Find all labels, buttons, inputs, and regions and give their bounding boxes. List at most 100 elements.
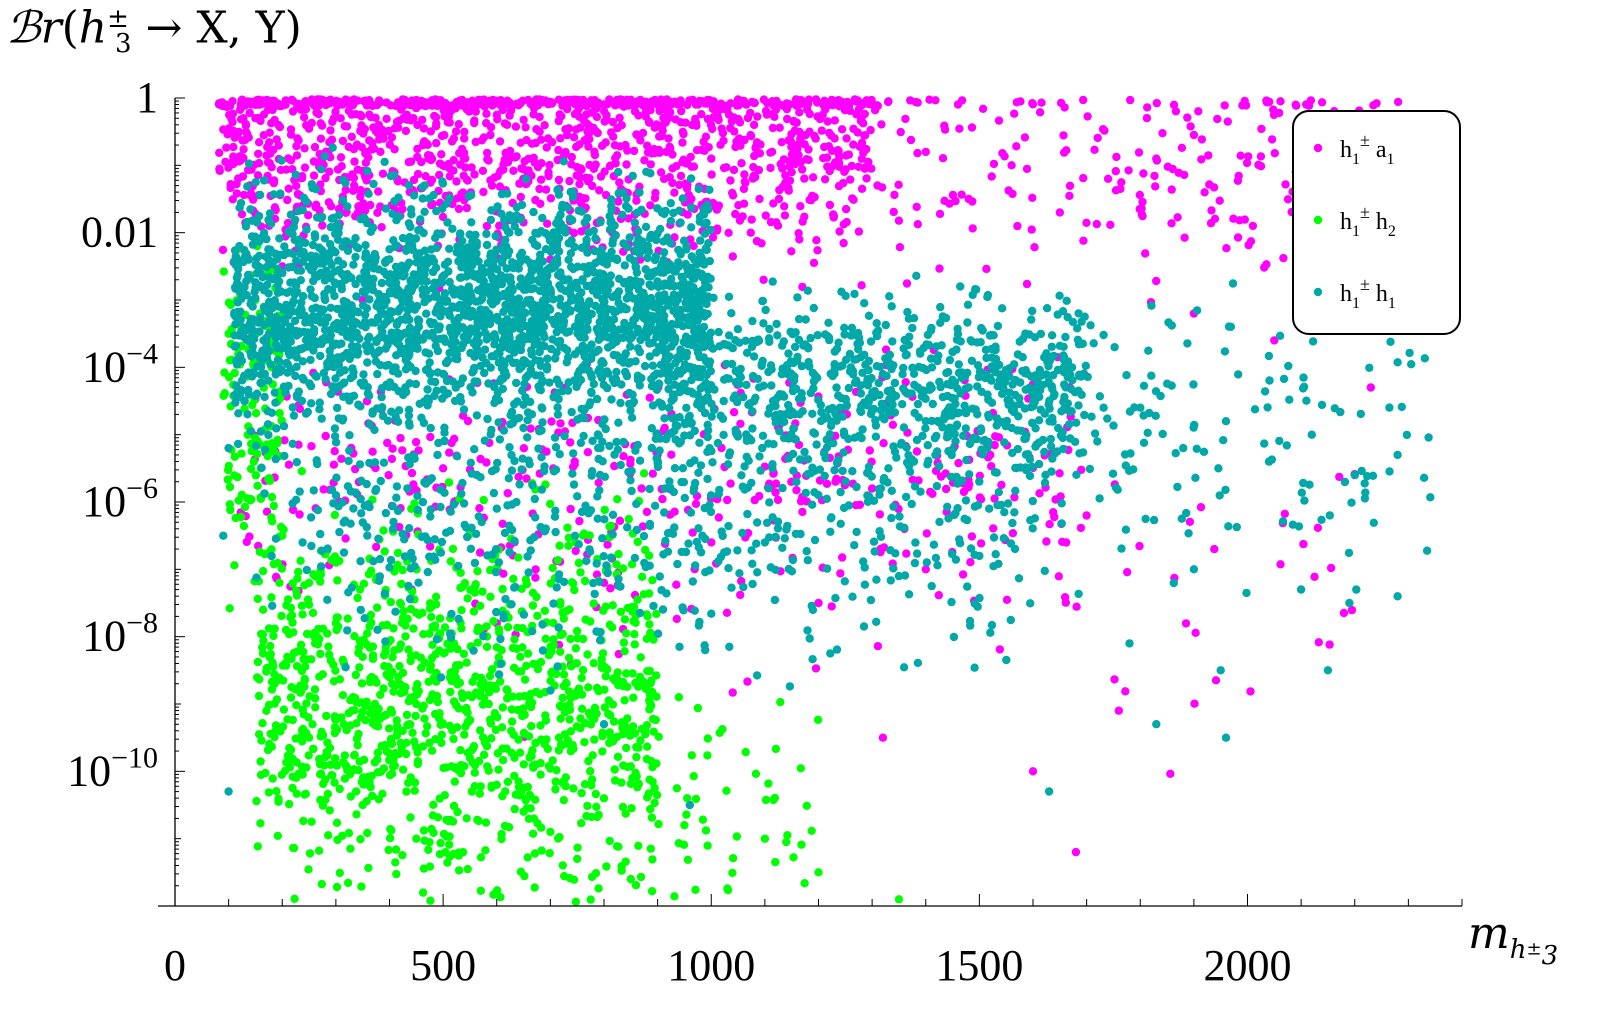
point-h1pm-h2 xyxy=(634,682,643,691)
point-h1pm-a1 xyxy=(584,142,593,151)
point-h1pm-h2 xyxy=(522,661,531,670)
point-h1pm-h2 xyxy=(330,723,340,732)
point-h1pm-h2 xyxy=(307,817,316,826)
point-h1pm-h2 xyxy=(366,610,376,620)
point-h1pm-h2 xyxy=(269,559,278,569)
point-h1pm-a1 xyxy=(1242,158,1252,168)
point-h1pm-h2 xyxy=(382,620,392,630)
point-h1pm-a1 xyxy=(572,171,581,180)
point-h1pm-h2 xyxy=(601,672,610,681)
point-h1pm-h1 xyxy=(618,188,628,197)
point-h1pm-a1 xyxy=(567,160,576,169)
point-h1pm-a1 xyxy=(451,104,460,113)
point-h1pm-h1 xyxy=(238,376,247,385)
point-h1pm-h2 xyxy=(248,400,257,410)
point-h1pm-h1 xyxy=(597,373,607,383)
point-h1pm-h1 xyxy=(676,218,685,227)
point-h1pm-h2 xyxy=(373,722,382,731)
point-h1pm-a1 xyxy=(531,573,540,582)
point-h1pm-h2 xyxy=(338,831,347,840)
point-h1pm-a1 xyxy=(1030,243,1039,252)
point-h1pm-h2 xyxy=(470,768,479,777)
point-h1pm-h2 xyxy=(493,749,502,758)
point-h1pm-h2 xyxy=(586,617,595,626)
point-h1pm-a1 xyxy=(368,447,377,456)
point-h1pm-h2 xyxy=(502,744,511,753)
point-h1pm-a1 xyxy=(695,96,704,106)
point-h1pm-h2 xyxy=(343,878,353,888)
point-h1pm-h2 xyxy=(433,697,442,707)
point-h1pm-a1 xyxy=(635,182,644,191)
point-h1pm-a1 xyxy=(967,532,977,541)
point-h1pm-h2 xyxy=(670,892,679,901)
point-h1pm-h1 xyxy=(425,194,434,203)
point-h1pm-h2 xyxy=(520,675,530,684)
point-h1pm-h2 xyxy=(296,640,306,649)
point-h1pm-h2 xyxy=(621,629,631,638)
point-h1pm-a1 xyxy=(514,472,523,481)
point-h1pm-h1 xyxy=(482,240,492,250)
point-h1pm-a1 xyxy=(274,120,283,130)
point-h1pm-a1 xyxy=(407,98,416,107)
point-h1pm-h2 xyxy=(338,691,348,700)
point-h1pm-h2 xyxy=(308,608,318,618)
point-h1pm-h2 xyxy=(267,677,277,687)
point-h1pm-a1 xyxy=(451,127,461,136)
point-h1pm-h2 xyxy=(310,633,319,642)
point-h1pm-a1 xyxy=(426,432,435,442)
point-h1pm-a1 xyxy=(569,133,579,142)
point-h1pm-a1 xyxy=(768,97,777,106)
point-h1pm-a1 xyxy=(805,109,814,119)
point-h1pm-h2 xyxy=(741,747,750,757)
point-h1pm-h2 xyxy=(402,710,412,720)
point-h1pm-h2 xyxy=(411,608,421,617)
point-h1pm-a1 xyxy=(295,404,305,413)
point-h1pm-h1 xyxy=(240,397,249,406)
point-h1pm-h2 xyxy=(672,784,682,793)
point-h1pm-h2 xyxy=(645,775,654,784)
point-h1pm-a1 xyxy=(288,505,298,515)
point-h1pm-a1 xyxy=(366,200,375,210)
point-h1pm-a1 xyxy=(1310,572,1319,581)
point-h1pm-h1 xyxy=(563,346,572,355)
point-h1pm-a1 xyxy=(842,134,851,143)
point-h1pm-h1 xyxy=(284,248,293,257)
point-h1pm-a1 xyxy=(505,111,514,120)
point-h1pm-a1 xyxy=(1276,560,1285,569)
point-h1pm-h1 xyxy=(326,303,335,312)
point-h1pm-h2 xyxy=(487,665,497,674)
point-h1pm-h2 xyxy=(486,719,496,728)
point-h1pm-a1 xyxy=(749,120,759,130)
point-h1pm-h2 xyxy=(284,799,294,809)
point-h1pm-h2 xyxy=(783,831,792,840)
point-h1pm-h2 xyxy=(412,699,421,709)
point-h1pm-a1 xyxy=(823,117,832,126)
point-h1pm-a1 xyxy=(431,122,441,131)
point-h1pm-h2 xyxy=(531,738,540,748)
point-h1pm-h2 xyxy=(335,675,345,684)
point-h1pm-h1 xyxy=(467,218,476,227)
point-h1pm-h2 xyxy=(343,614,352,623)
point-h1pm-a1 xyxy=(792,486,801,495)
point-h1pm-a1 xyxy=(479,133,489,142)
point-h1pm-h1 xyxy=(614,418,623,427)
point-h1pm-a1 xyxy=(668,178,677,188)
point-h1pm-h2 xyxy=(470,782,479,791)
point-h1pm-h1 xyxy=(269,190,278,199)
point-h1pm-h2 xyxy=(454,848,463,857)
point-h1pm-a1 xyxy=(1180,233,1189,242)
point-h1pm-h2 xyxy=(544,761,554,771)
point-h1pm-a1 xyxy=(554,145,563,155)
point-h1pm-h1 xyxy=(486,215,496,225)
point-h1pm-a1 xyxy=(1236,151,1245,160)
point-h1pm-a1 xyxy=(254,149,263,158)
point-h1pm-h2 xyxy=(285,630,294,639)
point-h1pm-h2 xyxy=(279,676,288,685)
point-h1pm-h2 xyxy=(366,709,375,718)
point-h1pm-a1 xyxy=(603,540,612,549)
point-h1pm-h2 xyxy=(473,567,482,576)
point-h1pm-a1 xyxy=(691,499,701,509)
point-h1pm-h2 xyxy=(253,481,262,490)
point-h1pm-a1 xyxy=(365,110,374,119)
point-h1pm-a1 xyxy=(374,187,383,196)
